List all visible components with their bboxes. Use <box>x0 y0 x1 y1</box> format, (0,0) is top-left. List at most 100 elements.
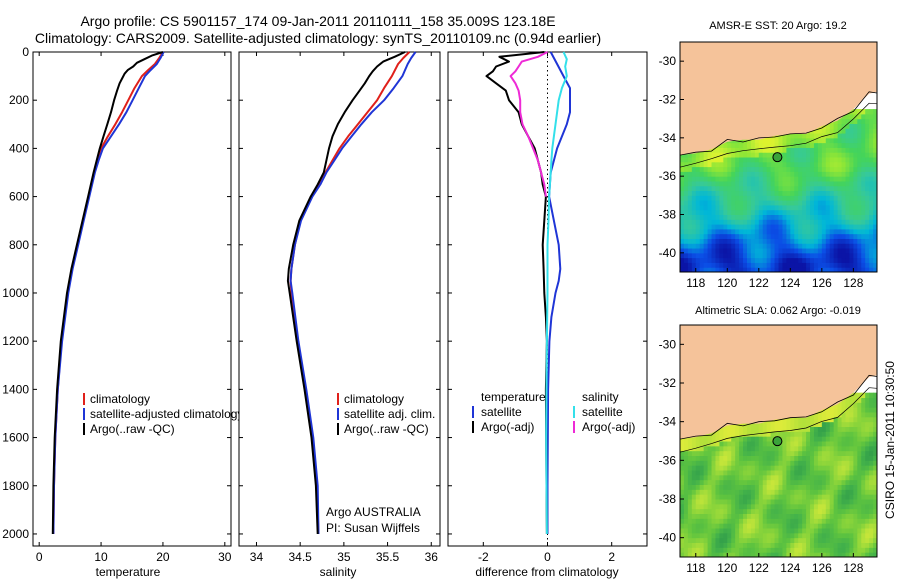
heatmap-cell <box>845 455 850 461</box>
heatmap-cell <box>691 219 697 225</box>
heatmap-cell <box>762 528 768 534</box>
heatmap-cell <box>778 252 783 259</box>
heatmap-cell <box>810 503 815 510</box>
heatmap-cell <box>766 219 772 225</box>
heatmap-cell <box>849 180 854 187</box>
heatmap-cell <box>857 542 862 548</box>
heatmap-cell <box>873 200 877 206</box>
heatmap-cell <box>731 224 736 230</box>
heatmap-cell <box>766 224 772 230</box>
heatmap-cell <box>703 450 709 456</box>
heatmap-cell <box>873 518 877 524</box>
heatmap-cell <box>743 484 748 490</box>
heatmap-cell <box>786 252 791 259</box>
heatmap-cell <box>817 267 823 272</box>
heatmap-cell <box>770 436 776 442</box>
heatmap-cell <box>695 499 701 505</box>
heatmap-cell <box>857 180 862 187</box>
heatmap-cell <box>687 214 693 220</box>
heatmap-cell <box>806 421 811 427</box>
heatmap-cell <box>861 166 866 172</box>
heatmap-cell <box>691 450 697 456</box>
heatmap-cell <box>695 152 701 158</box>
heatmap-cell <box>699 238 705 244</box>
heatmap-cell <box>837 431 843 437</box>
heatmap-cell <box>865 436 870 442</box>
sla-map-frame <box>679 324 878 558</box>
heatmap-cell <box>750 542 756 548</box>
heatmap-cell <box>857 489 862 495</box>
heatmap-cell <box>750 470 756 476</box>
heatmap-cell <box>817 523 823 529</box>
heatmap-cell <box>821 441 827 447</box>
heatmap-cell <box>739 166 744 172</box>
heatmap-cell <box>711 257 716 263</box>
heatmap-cell <box>723 224 728 230</box>
heatmap-cell <box>873 209 877 215</box>
heatmap-cell <box>770 479 776 485</box>
heatmap-cell <box>841 185 846 192</box>
heatmap-cell <box>695 450 701 456</box>
heatmap-cell <box>841 152 846 158</box>
heatmap-cell <box>825 465 831 471</box>
heatmap-cell <box>687 523 693 529</box>
heatmap-cell <box>766 465 772 471</box>
heatmap-cell <box>683 489 689 495</box>
heatmap-cell <box>719 518 724 524</box>
heatmap-cell <box>782 416 787 423</box>
heatmap-cell <box>798 228 803 235</box>
heatmap-cell <box>853 470 858 476</box>
heatmap-cell <box>849 537 854 543</box>
heatmap-cell <box>687 465 693 471</box>
heatmap-cell <box>754 503 760 510</box>
heatmap-cell <box>841 257 846 263</box>
heatmap-cell <box>837 228 843 235</box>
heatmap-cell <box>778 552 783 557</box>
heatmap-cell <box>743 219 748 225</box>
heatmap-cell <box>845 176 850 182</box>
heatmap-cell <box>707 180 713 187</box>
heatmap-cell <box>723 441 728 447</box>
heatmap-cell <box>786 228 791 235</box>
heatmap-cell <box>746 195 752 201</box>
heatmap-cell <box>865 412 870 418</box>
heatmap-cell <box>746 224 752 230</box>
heatmap-cell <box>723 455 728 461</box>
heatmap-cell <box>853 243 858 249</box>
heatmap-cell <box>695 513 701 519</box>
heatmap-cell <box>735 228 740 235</box>
heatmap-cell <box>766 523 772 529</box>
heatmap-cell <box>865 171 870 177</box>
heatmap-cell <box>699 479 705 485</box>
heatmap-cell <box>829 508 835 514</box>
heatmap-cell <box>853 233 858 239</box>
heatmap-cell <box>680 474 685 481</box>
heatmap-cell <box>699 474 705 481</box>
heatmap-cell <box>735 219 740 225</box>
heatmap-cell <box>849 219 854 225</box>
heatmap-cell <box>861 552 866 557</box>
heatmap-cell <box>707 532 713 539</box>
heatmap-cell <box>857 494 862 500</box>
heatmap-cell <box>825 267 831 272</box>
heatmap-cell <box>802 465 807 471</box>
heatmap-cell <box>794 262 799 268</box>
heatmap-cell <box>873 499 877 505</box>
heatmap-cell <box>731 171 736 177</box>
heatmap-cell <box>853 431 858 437</box>
heatmap-cell <box>802 532 807 539</box>
heatmap-cell <box>680 547 685 553</box>
sst-heatmap-cells <box>680 109 877 272</box>
heatmap-cell <box>861 518 866 524</box>
heatmap-cell <box>798 224 803 230</box>
heatmap-cell <box>853 137 858 144</box>
heatmap-cell <box>743 547 748 553</box>
heatmap-cell <box>754 171 760 177</box>
heatmap-cell <box>680 528 685 534</box>
heatmap-cell <box>829 224 835 230</box>
heatmap-cell <box>766 518 772 524</box>
heatmap-cell <box>691 200 697 206</box>
heatmap-cell <box>770 214 776 220</box>
heatmap-cell <box>735 489 740 495</box>
depth-tick-label: 1400 <box>2 382 29 396</box>
